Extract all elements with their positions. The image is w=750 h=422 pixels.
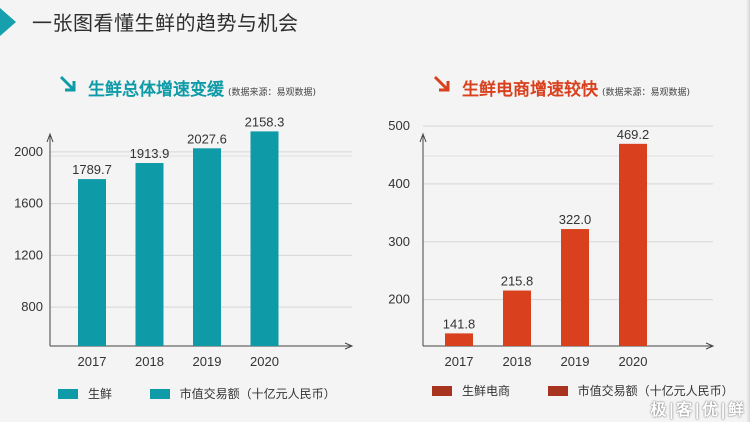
right-bar-chart: 200 300 400 500 141.8 2017 215.8 2018 322.0 2019 4…	[388, 118, 715, 369]
watermark-logo: 极|客|优|鲜	[650, 400, 746, 419]
y-tick-label: 200	[388, 292, 410, 307]
legend-swatch	[547, 385, 568, 396]
x-tick-label: 2020	[250, 354, 279, 369]
y-axis-arrow-icon	[46, 132, 54, 143]
bar-value-label: 141.8	[443, 316, 476, 331]
y-tick-label: 1200	[14, 247, 43, 262]
bar-value-label: 1913.9	[130, 146, 170, 161]
x-tick-label: 2020	[619, 354, 648, 369]
y-tick-label: 500	[388, 118, 410, 133]
legend-swatch	[149, 388, 170, 399]
bar	[561, 229, 589, 346]
bar-value-label: 1789.7	[72, 162, 112, 177]
left-legend: 生鲜 市值交易额（十亿元人民币）	[58, 385, 336, 402]
bar	[619, 143, 647, 346]
y-axis-arrow-icon	[419, 132, 427, 143]
edge-shadow	[746, 0, 750, 422]
bar	[78, 179, 106, 346]
bar-value-label: 2027.6	[187, 131, 227, 146]
corner-triangle-icon	[0, 8, 16, 36]
left-bar-chart: 800 1200 1600 2000 1789.7 2017 1913.9 2018 2027.…	[14, 114, 354, 369]
slide-title: 一张图看懂生鲜的趋势与机会	[32, 11, 299, 35]
bar	[193, 148, 221, 346]
y-tick-label: 1600	[14, 196, 43, 211]
bar	[250, 131, 279, 346]
bar-value-label: 469.2	[617, 127, 650, 142]
y-tick-label: 300	[388, 234, 410, 249]
x-axis-arrow-icon	[705, 342, 715, 350]
y-tick-label: 800	[21, 299, 43, 314]
x-axis-arrow-icon	[344, 342, 354, 350]
legend-series-label: 生鲜电商	[462, 384, 511, 398]
bar	[135, 163, 164, 346]
right-section-title: 生鲜电商增速较快 (数据来源：易观数据)	[462, 80, 691, 100]
legend-swatch	[58, 388, 78, 399]
bar	[445, 333, 473, 346]
x-tick-label: 2019	[561, 354, 590, 369]
legend-swatch	[432, 385, 452, 396]
x-tick-label: 2019	[193, 354, 222, 369]
arrow-down-right-icon	[59, 75, 76, 92]
right-legend: 生鲜电商 市值交易额（十亿元人民币）	[432, 382, 734, 399]
legend-measure-label: 市值交易额（十亿元人民币）	[577, 384, 734, 398]
bar	[503, 290, 531, 346]
x-tick-label: 2018	[135, 354, 164, 369]
arrow-down-right-icon	[433, 75, 450, 92]
y-tick-label: 2000	[14, 144, 43, 159]
y-tick-label: 400	[388, 176, 410, 191]
x-tick-label: 2017	[445, 354, 474, 369]
x-tick-label: 2017	[78, 354, 107, 369]
left-section-title: 生鲜总体增速变缓 (数据来源：易观数据)	[88, 80, 317, 100]
legend-measure-label: 市值交易额（十亿元人民币）	[179, 387, 336, 401]
x-tick-label: 2018	[503, 354, 532, 369]
bar-value-label: 2158.3	[245, 114, 285, 129]
bar-value-label: 215.8	[501, 274, 534, 289]
legend-series-label: 生鲜	[88, 387, 113, 401]
bar-value-label: 322.0	[559, 212, 592, 227]
